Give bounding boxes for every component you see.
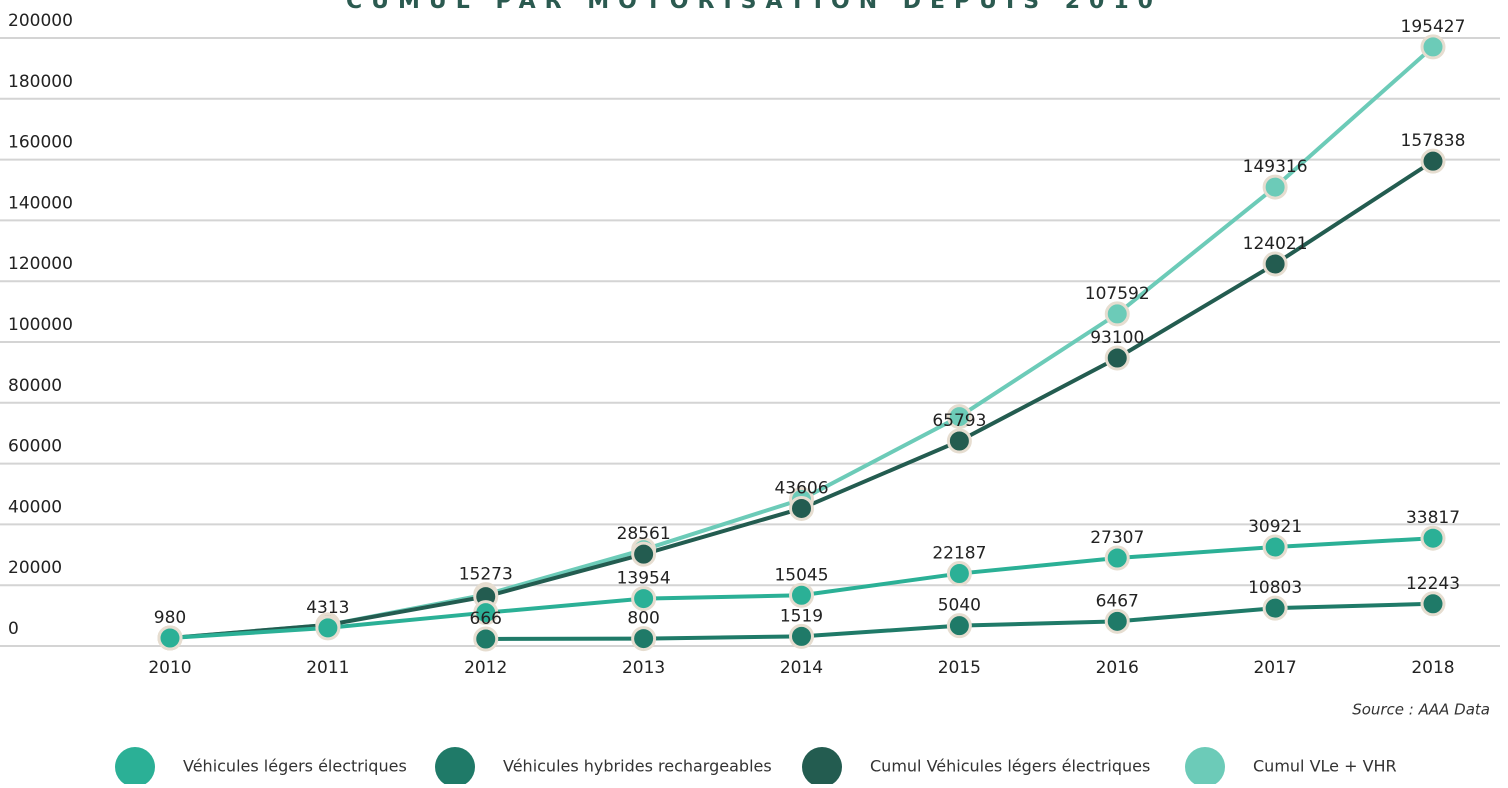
y-tick-label: 200000 [8,11,73,31]
marker [789,495,814,521]
x-tick-label: 2018 [1411,658,1454,678]
marker [1104,345,1130,371]
marker [1420,525,1446,551]
y-tick-label: 40000 [8,497,62,517]
marker [473,626,499,652]
x-tick-label: 2010 [148,658,191,678]
legend-swatch [1185,747,1225,787]
marker [1420,591,1446,617]
legend-label: Véhicules hybrides rechargeables [503,757,772,776]
marker [1104,545,1130,571]
marker [1104,608,1130,634]
x-tick-label: 2016 [1096,658,1139,678]
marker [1262,534,1288,560]
marker [631,626,657,652]
legend-swatch [115,747,155,787]
x-tick-label: 2017 [1253,658,1296,678]
data-label: 6467 [1096,591,1139,611]
data-label: 12243 [1406,574,1460,594]
data-label: 22187 [932,544,986,564]
legend-swatch [435,747,475,787]
x-tick-label: 2013 [622,658,665,678]
marker [1262,174,1288,200]
marker [946,428,972,454]
data-label: 195427 [1401,17,1466,37]
data-label: 10803 [1248,578,1302,598]
marker [789,582,814,608]
marker [789,623,814,649]
y-tick-label: 60000 [8,437,62,457]
data-label: 107592 [1085,284,1150,304]
marker [1420,148,1446,174]
x-tick-label: 2012 [464,658,507,678]
data-label: 800 [627,609,659,629]
legend-label: Véhicules légers électriques [183,757,407,776]
data-label: 980 [154,608,186,628]
x-tick-label: 2014 [780,658,823,678]
data-label: 65793 [932,411,986,431]
legend-label: Cumul VLe + VHR [1253,757,1397,776]
marker [473,600,499,626]
data-label: 1519 [780,606,823,626]
data-label: 149316 [1243,157,1308,177]
data-label: 93100 [1090,328,1144,348]
marker [315,615,341,641]
data-label: 4313 [306,598,349,618]
legend-swatch [802,747,842,787]
marker [946,404,972,430]
y-tick-label: 140000 [8,193,73,213]
y-tick-label: 120000 [8,254,73,274]
marker [631,586,657,612]
data-label: 15045 [774,565,828,585]
x-tick-label: 2011 [306,658,349,678]
y-tick-label: 160000 [8,133,73,153]
y-tick-label: 100000 [8,315,73,335]
marker [1420,34,1446,60]
data-label: 30921 [1248,517,1302,537]
marker [946,613,972,639]
data-label: 43606 [774,478,828,498]
data-label: 124021 [1243,234,1308,254]
marker [946,561,972,587]
data-label: 157838 [1401,131,1466,151]
y-tick-label: 20000 [8,558,62,578]
marker [1104,301,1130,327]
x-tick-label: 2015 [938,658,981,678]
data-label: 15273 [459,565,513,585]
y-tick-label: 0 [8,619,19,639]
data-label: 33817 [1406,508,1460,528]
marker [1262,595,1288,621]
marker [157,625,183,651]
data-label: 666 [470,609,502,629]
marker [1262,251,1288,277]
data-label: 27307 [1090,528,1144,548]
marker [631,541,657,567]
y-tick-label: 80000 [8,376,62,396]
legend-label: Cumul Véhicules légers électriques [870,757,1150,776]
chart-title: CUMUL PAR MOTORISATION DEPUIS 2010 [346,0,1162,14]
data-label: 13954 [617,569,671,589]
data-label: 28561 [617,524,671,544]
data-label: 5040 [938,596,981,616]
source: Source : AAA Data [1352,701,1490,719]
y-tick-label: 180000 [8,72,73,92]
